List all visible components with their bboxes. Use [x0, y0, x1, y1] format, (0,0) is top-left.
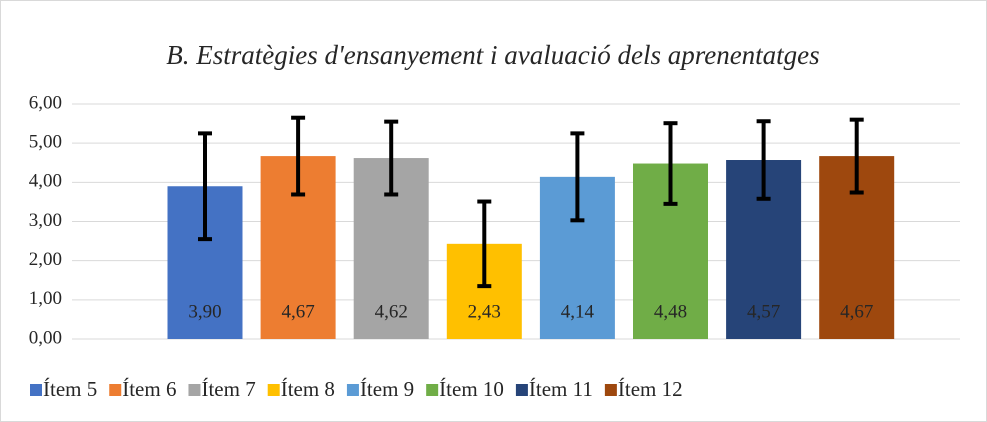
value-label: 4,67: [281, 301, 314, 322]
legend-label: Ítem 12: [618, 377, 683, 401]
y-tick-label: 6,00: [29, 92, 62, 113]
value-label: 4,48: [654, 301, 687, 322]
legend-label: Ítem 7: [201, 377, 255, 401]
y-tick-label: 1,00: [29, 288, 62, 309]
value-label: 3,90: [188, 301, 221, 322]
legend-swatch: [346, 384, 359, 396]
legend-swatch: [30, 384, 42, 396]
legend-label: Ítem 10: [439, 377, 504, 401]
legend-swatch: [515, 384, 528, 396]
legend-label: Ítem 5: [43, 377, 97, 401]
legend-label: Ítem 11: [529, 377, 593, 401]
value-label: 4,14: [561, 301, 595, 322]
value-label: 4,57: [747, 301, 780, 322]
chart-title: B. Estratègies d'ensanyement i avaluació…: [166, 40, 819, 70]
legend-swatch: [188, 384, 201, 396]
legend-label: Ítem 9: [360, 377, 414, 401]
legend-label: Ítem 8: [281, 377, 335, 401]
value-label: 4,67: [840, 301, 873, 322]
value-label: 2,43: [468, 301, 501, 322]
legend-swatch: [267, 384, 280, 396]
y-tick-label: 2,00: [29, 249, 62, 270]
y-tick-label: 3,00: [29, 210, 62, 231]
legend-swatch: [109, 384, 122, 396]
y-tick-label: 5,00: [29, 132, 62, 153]
legend-swatch: [426, 384, 439, 396]
y-tick-label: 0,00: [29, 327, 62, 348]
y-tick-label: 4,00: [29, 171, 62, 192]
value-label: 4,62: [375, 301, 408, 322]
legend-label: Ítem 6: [122, 377, 176, 401]
legend-swatch: [604, 384, 617, 396]
